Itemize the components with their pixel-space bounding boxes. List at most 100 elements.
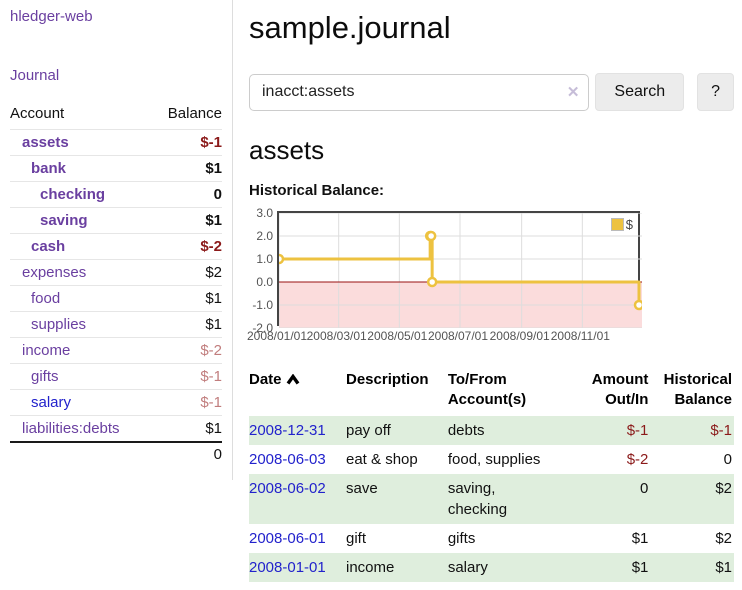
account-row: saving $1 <box>10 207 222 234</box>
x-axis-tick: 2008/11/01 <box>550 329 610 343</box>
account-row: bank $1 <box>10 155 222 182</box>
account-link[interactable]: saving <box>40 212 88 229</box>
spacer <box>10 441 152 466</box>
x-axis-tick: 2008/03/01 <box>306 329 367 343</box>
column-header-date[interactable]: Date <box>249 368 346 416</box>
account-link[interactable]: gifts <box>31 368 59 385</box>
account-balance: $-1 <box>151 129 222 156</box>
account-balance: $2 <box>151 259 222 286</box>
transaction-date-link[interactable]: 2008-12-31 <box>249 421 326 439</box>
search-box: ✕ <box>249 73 590 111</box>
account-row: checking 0 <box>10 181 222 208</box>
transaction-row: 2008-06-03 eat & shop food, supplies $-2 0 <box>249 445 734 474</box>
account-balance: $-2 <box>151 233 222 260</box>
chart-canvas <box>279 213 642 328</box>
transaction-balance: $2 <box>715 479 732 497</box>
transaction-accounts: saving, checking <box>447 479 508 518</box>
transaction-date-link[interactable]: 2008-06-03 <box>249 450 326 468</box>
column-header-description: Description <box>346 371 429 388</box>
column-header-amount: Amount Out/In <box>591 371 649 409</box>
transaction-description: gift <box>346 529 367 547</box>
transaction-balance: $-1 <box>710 421 732 439</box>
transaction-row: 2008-12-31 pay off debts $-1 $-1 <box>249 415 734 445</box>
search-button[interactable]: Search <box>595 73 685 111</box>
account-link[interactable]: salary <box>31 394 72 411</box>
transaction-description: pay off <box>346 421 391 439</box>
transaction-accounts: salary <box>447 558 488 576</box>
account-link[interactable]: food <box>31 290 61 307</box>
account-balance: $-1 <box>151 389 222 416</box>
account-link[interactable]: expenses <box>22 264 87 281</box>
transaction-description: income <box>346 558 395 576</box>
account-link[interactable]: bank <box>31 160 67 177</box>
account-link[interactable]: income <box>22 342 71 359</box>
x-axis-tick: 2008/09/01 <box>489 329 550 343</box>
account-link[interactable]: supplies <box>31 316 87 333</box>
x-axis-tick: 2008/01/01 <box>246 329 308 343</box>
transaction-description: eat & shop <box>346 450 418 468</box>
accounts-column-balance: Balance <box>151 101 222 130</box>
transaction-row: 2008-06-02 save saving, checking 0 $2 <box>249 473 734 524</box>
transaction-balance: $1 <box>715 558 732 576</box>
x-axis-tick: 2008/05/01 <box>367 329 428 343</box>
account-row: supplies $1 <box>10 311 222 338</box>
clear-search-icon[interactable]: ✕ <box>566 84 580 101</box>
sidebar-item-journal[interactable]: Journal <box>10 67 60 84</box>
column-header-to-from: To/From Account(s) <box>447 371 527 409</box>
transaction-accounts: debts <box>447 421 485 439</box>
transaction-accounts: food, supplies <box>447 450 541 468</box>
column-header-historical: Historical Balance <box>663 371 732 409</box>
account-link[interactable]: cash <box>31 238 66 255</box>
transaction-balance: 0 <box>723 450 732 468</box>
transaction-date-link[interactable]: 2008-01-01 <box>249 558 326 576</box>
account-heading: assets <box>249 135 325 165</box>
search-form: ✕ Search ? <box>249 73 734 111</box>
account-row: cash $-2 <box>10 233 222 260</box>
transaction-description: save <box>346 479 378 497</box>
account-balance: $1 <box>151 311 222 338</box>
accounts-table: Account Balance assets $-1 bank $1 checking 0… <box>10 101 222 466</box>
account-balance: $-1 <box>151 363 222 390</box>
account-balance: $1 <box>151 415 222 443</box>
y-axis-tick: 0.0 <box>256 275 273 289</box>
y-axis-tick: -2.0 <box>252 321 273 335</box>
account-link[interactable]: assets <box>22 134 69 151</box>
transaction-amount: 0 <box>640 479 649 497</box>
y-axis-tick: -1.0 <box>252 298 273 312</box>
historical-balance-chart: 3.0 2.0 1.0 0.0 -1.0 -2.0 $ 2008/01/01 2008/03… <box>247 206 734 346</box>
account-balance: $1 <box>151 207 222 234</box>
transaction-date-link[interactable]: 2008-06-02 <box>249 479 326 497</box>
account-row: expenses $2 <box>10 259 222 286</box>
search-input[interactable] <box>249 73 590 111</box>
account-row: food $1 <box>10 285 222 312</box>
accounts-header-row: Account Balance <box>10 101 222 130</box>
account-balance: 0 <box>151 181 222 208</box>
y-axis-tick: 2.0 <box>256 229 273 243</box>
transaction-date-link[interactable]: 2008-06-01 <box>249 529 326 547</box>
y-axis-tick: 1.0 <box>256 252 273 266</box>
app-brand-link[interactable]: hledger-web <box>10 8 93 25</box>
legend-label: $ <box>625 217 633 232</box>
y-axis-tick: 3.0 <box>256 206 273 220</box>
transaction-amount: $-1 <box>626 421 649 439</box>
account-row: liabilities:debts $1 <box>10 415 222 443</box>
register-table: Date Description To/From Account(s) Amount Ou… <box>249 368 734 582</box>
chart-plot-area: 3.0 2.0 1.0 0.0 -1.0 -2.0 $ <box>252 206 642 335</box>
transaction-amount: $-2 <box>626 450 649 468</box>
account-row: gifts $-1 <box>10 363 222 390</box>
account-link[interactable]: checking <box>40 186 106 203</box>
chart-title: Historical Balance: <box>249 182 385 199</box>
register-header-row: Date Description To/From Account(s) Amount Ou… <box>249 368 734 416</box>
sidebar: hledger-web Journal Account Balance asse… <box>0 0 233 480</box>
main-content: sample.journal ✕ Search ? assets Histori… <box>233 0 742 590</box>
account-row: assets $-1 <box>10 129 222 156</box>
account-row: income $-2 <box>10 337 222 364</box>
help-button[interactable]: ? <box>697 73 734 111</box>
x-axis-tick: 2008/07/01 <box>427 329 489 343</box>
account-link[interactable]: liabilities:debts <box>22 420 120 437</box>
transaction-row: 2008-01-01 income salary $1 $1 <box>249 552 734 582</box>
account-balance: $1 <box>151 285 222 312</box>
transaction-amount: $1 <box>631 558 649 576</box>
transaction-balance: $2 <box>715 529 732 547</box>
x-axis: 2008/01/01 2008/03/01 2008/05/01 2008/07/01… <box>247 329 640 346</box>
